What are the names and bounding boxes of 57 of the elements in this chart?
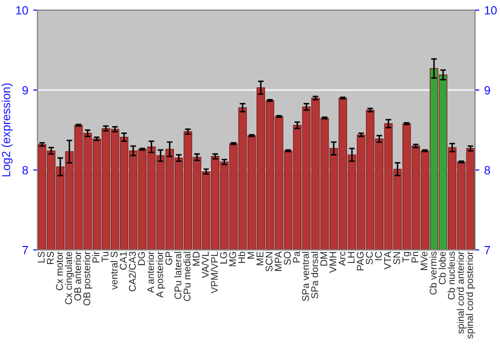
x-tick-label: SCN bbox=[266, 252, 273, 272]
x-tick-label: LH bbox=[348, 252, 354, 263]
x-tick-label: SPa dorsal bbox=[310, 252, 318, 298]
x-tick-label: Hb bbox=[238, 252, 246, 263]
x-tick-label: ME bbox=[256, 252, 264, 266]
x-tick-label: DM bbox=[320, 252, 328, 266]
x-tick-label: MPA bbox=[274, 251, 282, 271]
y-tick-label: 7 bbox=[22, 246, 28, 254]
x-tick-label: VTA bbox=[384, 251, 391, 270]
y2-tick-label: 10 bbox=[484, 6, 497, 15]
x-tick-label: CPu medial bbox=[183, 252, 190, 302]
x-tick-label: OB posterior bbox=[83, 251, 92, 306]
x-tick-label: M bbox=[248, 252, 254, 259]
x-tick-label: RS bbox=[46, 252, 54, 264]
x-tick-label: CA1 bbox=[120, 252, 127, 270]
y-tick-label: 10 bbox=[16, 6, 28, 15]
x-tick-label: MG bbox=[229, 252, 236, 266]
x-tick-label: A posterior bbox=[156, 251, 166, 298]
x-tick-label: GP bbox=[165, 252, 172, 265]
x-tick-label: Pa bbox=[293, 251, 300, 262]
x-tick-label: A anterior bbox=[146, 251, 154, 293]
x-tick-label: VMH bbox=[330, 252, 336, 273]
x-tick-label: MVe bbox=[420, 252, 428, 270]
x-tick-label: Cb lobe bbox=[438, 252, 446, 284]
x-tick-label: Cx motor bbox=[56, 251, 63, 290]
x-tick-label: Tg bbox=[402, 252, 412, 262]
x-tick-label: Pn bbox=[412, 252, 418, 262]
x-tick-label: Cb vermis bbox=[429, 252, 437, 295]
x-tick-label: VA/VL bbox=[202, 252, 209, 278]
x-tick-label: LG bbox=[220, 252, 227, 264]
x-tick-label: SPa ventral bbox=[302, 252, 309, 302]
x-tick-label: spinal cord anterior bbox=[456, 251, 466, 334]
x-tick-label: DG bbox=[138, 252, 145, 266]
x-tick-label: MD bbox=[192, 252, 200, 266]
x-tick-label: LS bbox=[38, 252, 45, 262]
x-tick-label: SC bbox=[366, 252, 373, 264]
x-tick-label: Cx cingulate bbox=[64, 252, 74, 304]
y2-tick-label: 8 bbox=[484, 166, 490, 174]
x-tick-label: IC bbox=[375, 252, 382, 260]
y-tick-label: 9 bbox=[22, 86, 28, 94]
x-tick-label: Arc bbox=[338, 252, 346, 266]
x-tick-label: ventral S bbox=[110, 252, 118, 290]
y2-tick-label: 9 bbox=[484, 86, 490, 94]
x-tick-label: SO bbox=[284, 252, 291, 265]
x-tick-label: Tu bbox=[102, 252, 108, 262]
y-axis-title: Log2 (expression) bbox=[2, 84, 13, 176]
x-tick-label: VPM/VPL bbox=[210, 252, 218, 294]
x-tick-label: CA2/CA3 bbox=[128, 252, 136, 292]
x-tick-label: Cb nucleus bbox=[448, 252, 455, 300]
x-tick-label: Pir bbox=[92, 251, 100, 262]
y-tick-label: 8 bbox=[22, 166, 28, 174]
x-tick-label: SN bbox=[393, 252, 400, 264]
y2-tick-label: 7 bbox=[484, 246, 490, 254]
x-tick-label: CPu lateral bbox=[174, 252, 182, 299]
x-tick-label: PAG bbox=[356, 252, 364, 270]
x-tick-label: OB anterior bbox=[74, 251, 82, 301]
x-tick-label: spinal cord posterior bbox=[466, 251, 475, 339]
